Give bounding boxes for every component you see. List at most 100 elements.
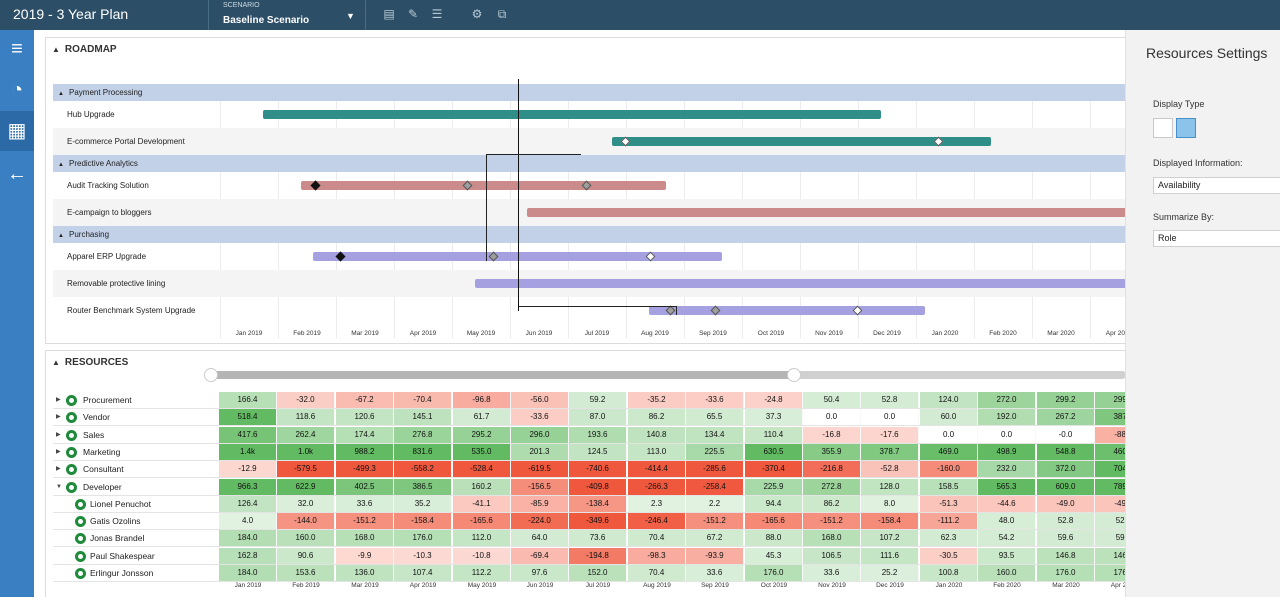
scenario-selector[interactable]: SCENARIO Baseline Scenario ▼ bbox=[208, 0, 366, 30]
availability-cell[interactable]: 153.6 bbox=[277, 565, 335, 581]
collapse-triangle-icon[interactable]: ▲ bbox=[58, 91, 64, 97]
availability-cell[interactable]: -30.5 bbox=[920, 547, 978, 564]
availability-cell[interactable]: -85.9 bbox=[511, 495, 569, 512]
availability-cell[interactable]: 4.0 bbox=[219, 513, 277, 530]
availability-cell[interactable]: 33.6 bbox=[686, 565, 744, 581]
availability-cell[interactable]: 372.0 bbox=[1037, 461, 1095, 478]
availability-cell[interactable]: 37.3 bbox=[745, 409, 803, 426]
roadmap-project-row[interactable]: Audit Tracking Solution bbox=[53, 172, 1126, 199]
availability-cell[interactable]: -246.4 bbox=[628, 513, 686, 530]
availability-cell[interactable]: 48.0 bbox=[978, 513, 1036, 530]
availability-cell[interactable]: 110.4 bbox=[745, 426, 803, 443]
availability-cell[interactable]: 128.0 bbox=[861, 478, 919, 495]
availability-cell[interactable]: 73.6 bbox=[569, 530, 627, 547]
availability-cell[interactable]: 111.6 bbox=[861, 547, 919, 564]
availability-cell[interactable]: 160.0 bbox=[277, 530, 335, 547]
availability-cell[interactable]: -619.5 bbox=[511, 461, 569, 478]
availability-cell[interactable]: 60.0 bbox=[920, 409, 978, 426]
availability-cell[interactable]: 176.0 bbox=[1037, 565, 1095, 581]
availability-cell[interactable]: 33.6 bbox=[336, 495, 394, 512]
availability-cell[interactable]: -165.6 bbox=[745, 513, 803, 530]
availability-cell[interactable]: 276.8 bbox=[394, 426, 452, 443]
availability-cell[interactable]: 93.5 bbox=[978, 547, 1036, 564]
availability-cell[interactable]: 535.0 bbox=[453, 443, 511, 460]
resource-row[interactable]: ▶ Procurement 166.4 -32.0 -67.2 -70.4 -96.8 -56… bbox=[53, 392, 1153, 409]
eye-icon[interactable] bbox=[75, 516, 86, 528]
availability-cell[interactable]: 107.4 bbox=[394, 565, 452, 581]
availability-cell[interactable]: 146.8 bbox=[1037, 547, 1095, 564]
resource-row[interactable]: Jonas Brandel 184.0 160.0 168.0 176.0 112.0 64… bbox=[53, 530, 1153, 548]
slider-start-handle[interactable] bbox=[204, 368, 218, 382]
availability-cell[interactable]: 140.8 bbox=[628, 426, 686, 443]
availability-cell[interactable]: 160.2 bbox=[453, 478, 511, 495]
availability-cell[interactable]: -9.9 bbox=[336, 547, 394, 564]
availability-cell[interactable]: -24.8 bbox=[745, 392, 803, 408]
expand-triangle-icon[interactable]: ▶ bbox=[56, 414, 61, 421]
availability-cell[interactable]: -285.6 bbox=[686, 461, 744, 478]
availability-cell[interactable]: 8.0 bbox=[861, 495, 919, 512]
resource-row[interactable]: ▶ Consultant -12.9 -579.5 -499.3 -558.2 -528.4… bbox=[53, 461, 1153, 479]
availability-cell[interactable]: 33.6 bbox=[803, 565, 861, 581]
roadmap-icon[interactable]: ▦ bbox=[7, 120, 27, 142]
availability-cell[interactable]: 225.9 bbox=[745, 478, 803, 495]
availability-cell[interactable]: 2.2 bbox=[686, 495, 744, 512]
availability-cell[interactable]: -156.5 bbox=[511, 478, 569, 495]
project-bar[interactable] bbox=[263, 110, 881, 119]
availability-cell[interactable]: 152.0 bbox=[569, 565, 627, 581]
availability-cell[interactable]: 25.2 bbox=[861, 565, 919, 581]
availability-cell[interactable]: 124.5 bbox=[569, 443, 627, 460]
availability-cell[interactable]: 62.3 bbox=[920, 530, 978, 547]
availability-cell[interactable]: 86.2 bbox=[628, 409, 686, 426]
resource-row[interactable]: Erlingur Jonsson 184.0 153.6 136.0 107.4 112.… bbox=[53, 565, 1153, 582]
availability-cell[interactable]: -151.2 bbox=[336, 513, 394, 530]
availability-cell[interactable]: 630.5 bbox=[745, 443, 803, 460]
availability-cell[interactable]: 622.9 bbox=[277, 478, 335, 495]
roadmap-group-row[interactable]: ▲ Predictive Analytics bbox=[53, 155, 1126, 172]
availability-cell[interactable]: -111.2 bbox=[920, 513, 978, 530]
availability-cell[interactable]: -16.8 bbox=[803, 426, 861, 443]
expand-triangle-icon[interactable]: ▶ bbox=[56, 431, 61, 438]
eye-icon[interactable] bbox=[66, 464, 77, 476]
availability-cell[interactable]: 107.2 bbox=[861, 530, 919, 547]
availability-cell[interactable]: 262.4 bbox=[277, 426, 335, 443]
project-bar[interactable] bbox=[313, 252, 722, 261]
dashboard-icon[interactable]: ◔ bbox=[10, 79, 24, 101]
availability-cell[interactable]: 267.2 bbox=[1037, 409, 1095, 426]
availability-cell[interactable]: 61.7 bbox=[453, 409, 511, 426]
availability-cell[interactable]: -579.5 bbox=[277, 461, 335, 478]
availability-cell[interactable]: 548.8 bbox=[1037, 443, 1095, 460]
availability-cell[interactable]: -160.0 bbox=[920, 461, 978, 478]
resource-row[interactable]: Paul Shakespear 162.8 90.6 -9.9 -10.3 -10.8 -6… bbox=[53, 547, 1153, 565]
availability-cell[interactable]: -17.6 bbox=[861, 426, 919, 443]
availability-cell[interactable]: -41.1 bbox=[453, 495, 511, 512]
list-icon[interactable]: ☰ bbox=[431, 7, 443, 21]
eye-icon[interactable] bbox=[66, 446, 77, 458]
expand-triangle-icon[interactable]: ▶ bbox=[56, 397, 61, 403]
availability-cell[interactable]: 118.6 bbox=[277, 409, 335, 426]
availability-cell[interactable]: 59.6 bbox=[1037, 530, 1095, 547]
availability-cell[interactable]: 70.4 bbox=[628, 530, 686, 547]
collapse-triangle-icon[interactable]: ▼ bbox=[56, 483, 62, 490]
roadmap-header[interactable]: ▲ ROADMAP bbox=[52, 44, 117, 55]
availability-cell[interactable]: 192.0 bbox=[978, 409, 1036, 426]
eye-icon[interactable] bbox=[75, 550, 86, 562]
availability-cell[interactable]: -558.2 bbox=[394, 461, 452, 478]
availability-cell[interactable]: 136.0 bbox=[336, 565, 394, 581]
availability-cell[interactable]: 2.3 bbox=[628, 495, 686, 512]
availability-cell[interactable]: -44.6 bbox=[978, 495, 1036, 512]
availability-cell[interactable]: -138.4 bbox=[569, 495, 627, 512]
availability-cell[interactable]: 65.5 bbox=[686, 409, 744, 426]
availability-cell[interactable]: 112.0 bbox=[453, 530, 511, 547]
eye-icon[interactable] bbox=[66, 429, 77, 441]
gear-icon[interactable]: ⚙ bbox=[471, 7, 483, 21]
availability-cell[interactable]: 378.7 bbox=[861, 443, 919, 460]
availability-cell[interactable]: 124.0 bbox=[920, 392, 978, 408]
eye-icon[interactable] bbox=[66, 395, 77, 406]
project-bar[interactable] bbox=[301, 181, 666, 190]
availability-cell[interactable]: 52.8 bbox=[861, 392, 919, 408]
menu-icon[interactable]: ≡ bbox=[11, 38, 23, 60]
availability-cell[interactable]: 126.4 bbox=[219, 495, 277, 512]
availability-cell[interactable]: 162.8 bbox=[219, 547, 277, 564]
availability-cell[interactable]: -165.6 bbox=[453, 513, 511, 530]
availability-cell[interactable]: 87.0 bbox=[569, 409, 627, 426]
